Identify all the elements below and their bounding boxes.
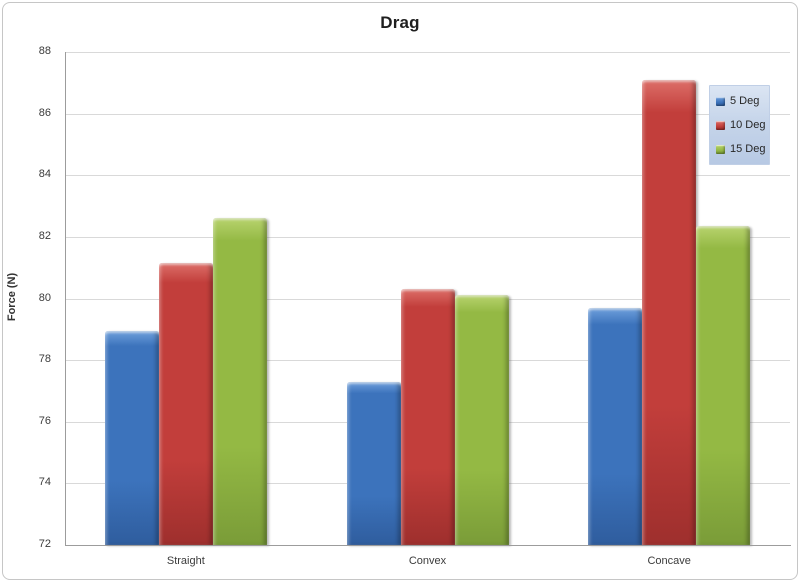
bar-straight-15-deg [212, 218, 267, 545]
y-tick-label-72: 72 [38, 538, 51, 550]
gridline-y-82 [65, 236, 790, 238]
legend-label: 5 Deg [730, 95, 760, 107]
gridline-y-86 [65, 113, 790, 115]
legend-item-10-deg: 10 Deg [716, 119, 769, 131]
legend: 5 Deg 10 Deg 15 Deg [709, 85, 770, 165]
x-category-label-concave: Concave [647, 555, 691, 567]
bar-straight-5-deg [104, 330, 159, 545]
y-tick-label-80: 80 [38, 291, 51, 304]
y-tick-label-76: 76 [38, 414, 51, 427]
gridline-y-88 [65, 52, 790, 53]
x-category-label-straight: Straight [166, 555, 205, 567]
legend-label: 15 Deg [730, 143, 766, 155]
gridline-y-84 [65, 175, 790, 177]
chart-title: Drag [380, 13, 420, 32]
bar-convex-5-deg [346, 381, 401, 545]
y-tick-label-74: 74 [38, 476, 51, 489]
x-axis-line [65, 545, 791, 546]
legend-marker-icon [716, 144, 725, 154]
legend-marker-icon [716, 120, 725, 130]
y-axis-line [65, 52, 66, 546]
y-tick-label-86: 86 [38, 106, 51, 119]
legend-item-5-deg: 5 Deg [716, 95, 769, 107]
y-tick-label-84: 84 [38, 168, 51, 181]
y-tick-label-88: 88 [38, 45, 51, 57]
bar-convex-10-deg [400, 289, 455, 545]
y-tick-label-82: 82 [38, 229, 51, 242]
bar-convex-15-deg [454, 295, 509, 545]
legend-marker-icon [716, 96, 725, 106]
plot-area [65, 52, 790, 545]
bar-straight-10-deg [158, 263, 213, 545]
x-category-label-convex: Convex [408, 555, 447, 567]
legend-item-15-deg: 15 Deg [716, 143, 769, 155]
bar-concave-10-deg [642, 79, 697, 545]
bar-concave-5-deg [588, 307, 643, 545]
legend-label: 10 Deg [730, 119, 766, 131]
y-tick-label-78: 78 [38, 353, 51, 366]
bar-concave-15-deg [696, 226, 751, 545]
